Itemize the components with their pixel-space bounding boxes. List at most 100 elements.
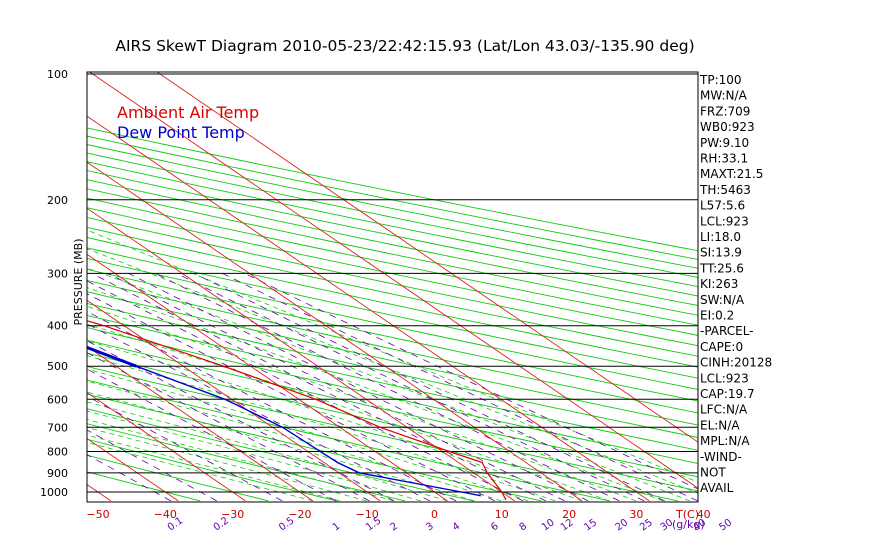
index-label: -PARCEL- (700, 324, 754, 338)
plot-frame (86, 71, 699, 503)
dry-adiabat-line (87, 135, 698, 260)
mixing-ratio-line (176, 273, 645, 502)
bottom-temp-tick-label: 10 (495, 508, 509, 521)
mixing-ratio-line (87, 368, 337, 502)
moist-adiabat-line (87, 427, 367, 502)
mixing-ratio-line (87, 323, 430, 502)
dew-point-temp-point (479, 494, 481, 497)
grid-layer (87, 72, 698, 502)
y-axis-label: PRESSURE (MB) (72, 239, 85, 326)
moist-adiabat-line (87, 368, 529, 502)
ambient-air-temp-point (103, 324, 105, 327)
chart-title: AIRS SkewT Diagram 2010-05-23/22:42:15.9… (115, 37, 694, 55)
ambient-air-temp-point (379, 426, 382, 429)
bottom-temp-tick-label: −40 (154, 508, 177, 521)
index-label: WB0:923 (700, 120, 755, 134)
moist-adiabat-line (87, 441, 313, 502)
dry-adiabat-line (87, 279, 698, 414)
dew-point-temp-point (460, 491, 463, 493)
pressure-tick-label: 1000 (40, 486, 68, 499)
bottom-temp-tick-label: −10 (356, 508, 379, 521)
pressure-tick-label: 700 (47, 421, 68, 434)
index-label: PW:9.10 (700, 136, 749, 150)
index-label: TH:5463 (699, 183, 751, 197)
isotherm-line (156, 72, 698, 443)
index-label: SW:N/A (700, 293, 745, 307)
moist-adiabat-line (87, 248, 698, 494)
index-label: TP:100 (699, 73, 742, 87)
dry-adiabat-line (87, 302, 698, 438)
dry-adiabat-line (87, 226, 698, 357)
pressure-tick-label: 600 (47, 393, 68, 406)
bottom-temp-tick-label: −20 (288, 508, 311, 521)
index-label: -WIND- (700, 450, 742, 464)
moist-adiabat-line (87, 419, 394, 502)
moist-adiabat-line (87, 391, 475, 502)
ambient-air-temp-point (501, 491, 503, 493)
moist-adiabat-line (87, 267, 690, 502)
dry-adiabat-line (87, 188, 698, 316)
mixing-ratio-line (155, 273, 620, 502)
dew-point-temp-point (281, 426, 284, 429)
bottom-temp-tick-label: 40 (697, 508, 711, 521)
legend-entry-dew-point-temp: Dew Point Temp (117, 123, 245, 142)
index-label: FRZ:709 (700, 104, 750, 118)
index-label: NOT (700, 466, 726, 480)
dew-point-temp-segment (87, 345, 137, 368)
index-label: AVAIL (700, 481, 734, 495)
moist-adiabat-line (87, 410, 421, 502)
index-label: LCL:923 (700, 371, 749, 385)
index-label: TT:25.6 (699, 261, 744, 275)
isotherm-line (87, 115, 650, 502)
ambient-air-temp-point (222, 365, 225, 368)
index-label: L57:5.6 (700, 199, 745, 213)
pressure-tick-label: 300 (47, 267, 68, 280)
dry-adiabat-line (87, 207, 698, 336)
index-label: CINH:20128 (700, 356, 772, 370)
dry-adiabat-line (87, 170, 698, 297)
isotherm-line (87, 391, 246, 502)
index-label: CAPE:0 (700, 340, 743, 354)
dry-adiabat-line (87, 127, 698, 252)
ambient-air-temp-point (486, 472, 489, 474)
dry-adiabat-line (87, 258, 698, 390)
dry-adiabat-line (87, 423, 406, 502)
legend-entry-ambient-air-temp: Ambient Air Temp (117, 103, 259, 122)
index-label: EL:N/A (700, 418, 740, 432)
moist-adiabat-line (87, 434, 340, 502)
moist-adiabat-line (87, 229, 698, 483)
dry-adiabat-line (87, 314, 698, 451)
index-label: MAXT:21.5 (700, 167, 763, 181)
mixing-ratio-unit-label: (g/kg) (672, 518, 705, 531)
mixing-ratio-line (87, 340, 395, 502)
mixing-ratio-line (91, 273, 546, 502)
index-label: CAP:19.7 (700, 387, 755, 401)
isotherm-line (88, 72, 698, 489)
dry-adiabat-line (87, 179, 698, 306)
series-layer (87, 320, 507, 500)
pressure-tick-label: 900 (47, 467, 68, 480)
bottom-temp-tick-label: −50 (86, 508, 109, 521)
dry-adiabat-line (87, 339, 698, 478)
isotherm-line (87, 253, 448, 502)
isotherm-line (87, 345, 314, 502)
pressure-tick-label: 100 (47, 68, 68, 81)
isotherm-line (87, 207, 515, 502)
index-label: SI:13.9 (700, 246, 742, 260)
temp-unit-label: T(C) (675, 508, 699, 521)
mixing-ratio-label: 2 (389, 521, 401, 534)
mixing-ratio-label: 4 (451, 521, 463, 534)
dry-adiabat-line (87, 379, 610, 502)
index-label: EI:0.2 (700, 309, 734, 323)
mixing-ratio-label: 8 (518, 521, 530, 534)
pressure-tick-label: 800 (47, 446, 68, 459)
dry-adiabat-line (87, 365, 679, 502)
moist-adiabat-line (87, 340, 583, 502)
mixing-ratio-line (222, 273, 698, 502)
index-label: LCL:923 (700, 214, 749, 228)
dry-adiabat-line (87, 237, 698, 368)
index-label: MPL:N/A (700, 434, 750, 448)
dry-adiabat-line (87, 268, 698, 402)
index-label: RH:33.1 (700, 152, 748, 166)
